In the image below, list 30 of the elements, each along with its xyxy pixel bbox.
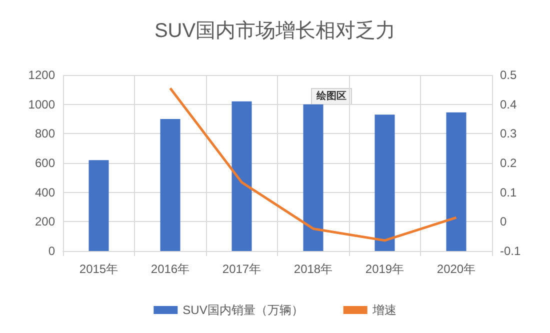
y-tick-label: 400 xyxy=(34,185,56,200)
y-tick-label: 1000 xyxy=(28,97,56,112)
y-tick-label: 200 xyxy=(34,214,56,229)
y2-tick-label: 0.4 xyxy=(500,97,518,112)
y2-tick-label: 0.1 xyxy=(500,185,518,200)
legend-label: 增速 xyxy=(371,303,396,317)
y2-tick-label: -0.1 xyxy=(500,244,522,258)
chart-title: SUV国内市场增长相对乏力 xyxy=(154,20,396,42)
y-tick-label: 0 xyxy=(48,244,56,258)
y2-tick-label: 0 xyxy=(500,214,507,229)
y-tick-label: 800 xyxy=(34,126,56,141)
annotation: 绘图区 xyxy=(316,90,346,102)
x-tick-label: 2015年 xyxy=(79,262,118,276)
x-tick-label: 2018年 xyxy=(294,262,333,276)
y2-tick-label: 0.3 xyxy=(500,126,518,141)
bar xyxy=(232,101,252,251)
y-tick-label: 600 xyxy=(34,156,56,170)
x-tick-label: 2019年 xyxy=(365,262,404,276)
bar xyxy=(446,112,466,251)
bar xyxy=(88,160,109,251)
x-tick-label: 2017年 xyxy=(222,262,262,276)
x-tick-label: 2016年 xyxy=(150,262,190,276)
x-tick-label: 2020年 xyxy=(436,262,476,276)
line-series xyxy=(169,86,458,242)
y2-tick-label: 0.2 xyxy=(500,156,518,170)
y2-tick-label: 0.5 xyxy=(500,68,518,82)
bar xyxy=(160,119,180,251)
y-tick-label: 1200 xyxy=(28,68,56,82)
legend-label: SUV国内销量（万辆） xyxy=(182,303,304,317)
bar xyxy=(374,114,395,251)
